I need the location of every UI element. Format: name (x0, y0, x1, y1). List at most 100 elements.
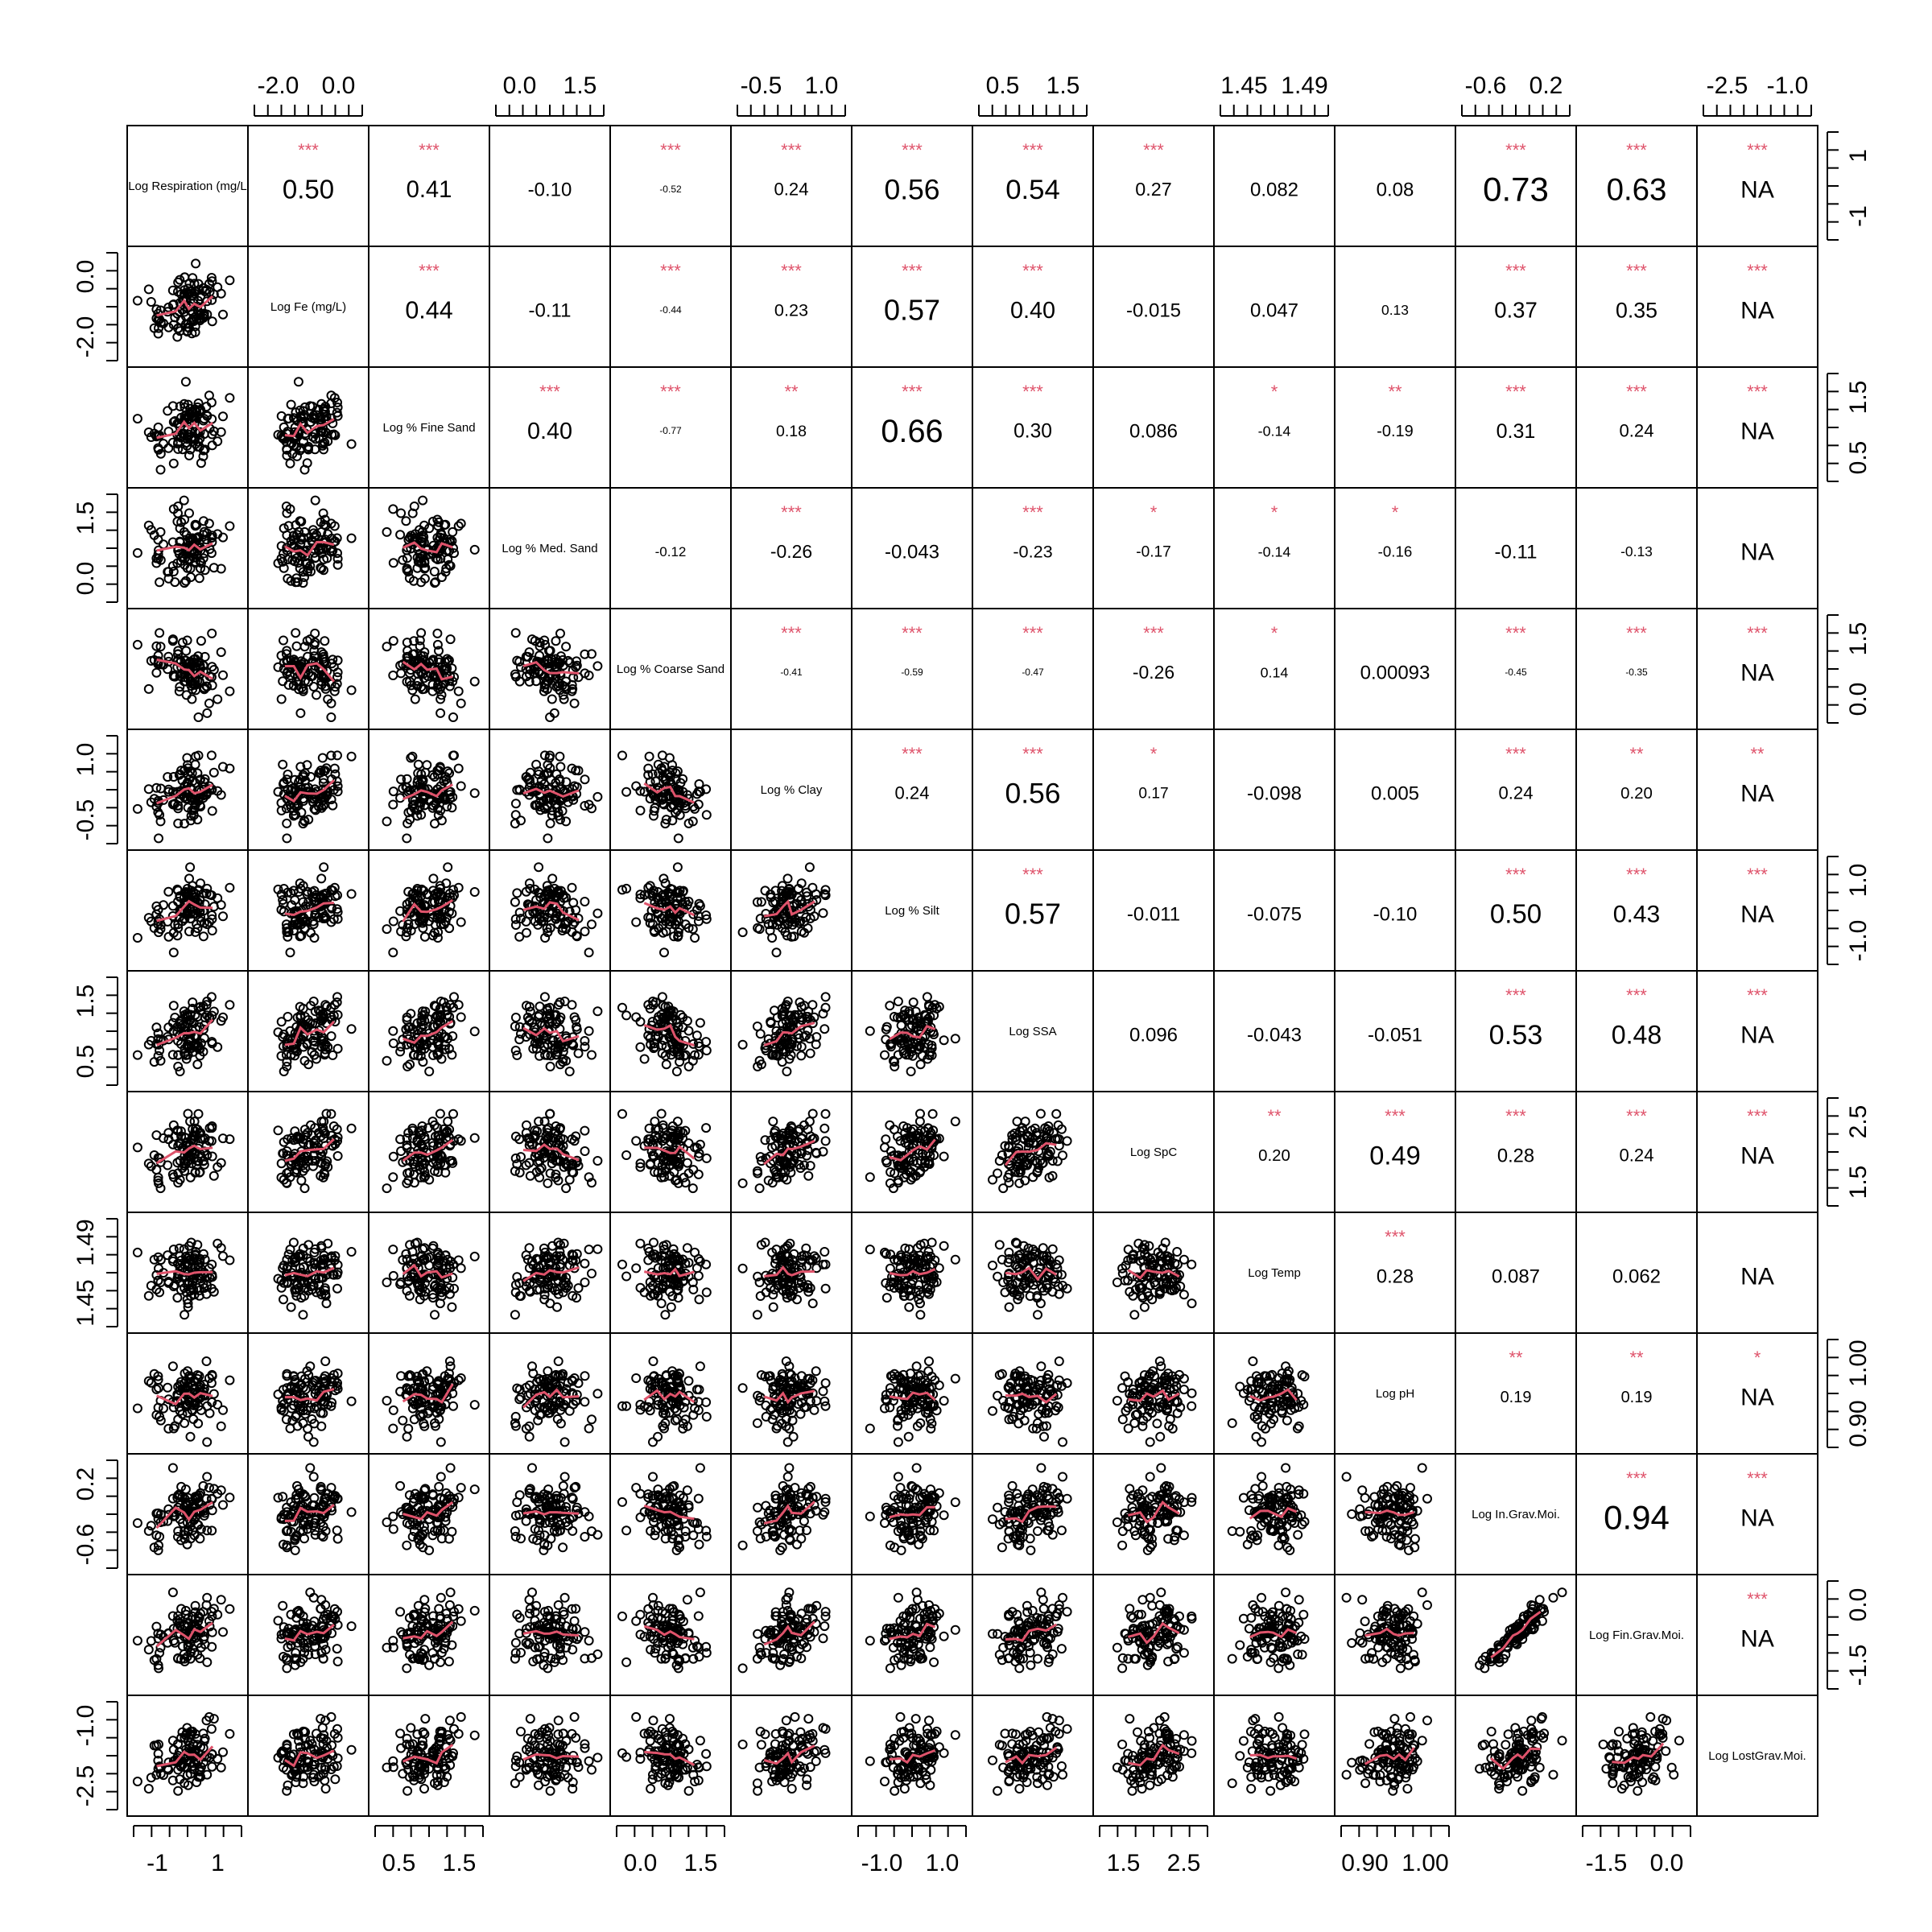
data-point (671, 1015, 681, 1025)
significance-stars: *** (1747, 985, 1768, 1005)
data-point (1030, 1123, 1040, 1133)
scatter-points (132, 862, 235, 958)
data-point (168, 772, 179, 782)
data-point (318, 784, 328, 795)
panel-8-4 (609, 1091, 732, 1213)
data-point (296, 807, 307, 818)
data-point (419, 1253, 430, 1264)
data-point (432, 639, 443, 650)
data-point (436, 1287, 447, 1298)
data-point (207, 1151, 217, 1162)
data-point (737, 1039, 748, 1050)
correlation-value: 0.40 (527, 419, 572, 444)
significance-stars: *** (1626, 985, 1647, 1005)
data-point (388, 671, 398, 680)
data-point (660, 774, 671, 785)
data-point (155, 464, 166, 475)
data-point (151, 667, 162, 678)
data-point (428, 873, 439, 884)
data-point (510, 1022, 520, 1031)
data-point (132, 1142, 142, 1153)
panel-3-11: -0.11 (1455, 487, 1577, 609)
data-point (898, 1009, 909, 1020)
data-point (310, 1244, 320, 1254)
data-point (543, 833, 553, 844)
data-point (153, 1175, 163, 1186)
data-point (807, 1108, 818, 1119)
data-point (173, 502, 184, 511)
data-point (295, 878, 305, 889)
significance-stars: ** (1629, 744, 1644, 764)
data-point (580, 1036, 590, 1046)
data-point (544, 753, 555, 763)
data-point (407, 508, 418, 518)
data-point (143, 284, 154, 295)
data-point (167, 636, 178, 646)
panel-1-11: ***0.37 (1455, 246, 1577, 368)
data-point (802, 891, 812, 902)
data-point (678, 899, 688, 910)
data-point (175, 275, 185, 285)
data-point (168, 1245, 179, 1255)
panel-4-13: ***NA (1696, 608, 1818, 730)
correlation-value: 0.48 (1612, 1020, 1662, 1049)
significance-stars: *** (1505, 382, 1526, 402)
data-point (658, 799, 668, 809)
data-point (572, 1024, 582, 1034)
data-point (469, 1026, 480, 1037)
variable-label: Log SSA (1009, 1025, 1056, 1038)
panel-2-8: 0.086 (1092, 366, 1215, 489)
data-point (776, 898, 786, 908)
data-point (207, 628, 217, 638)
data-point (283, 414, 293, 424)
scatter-points (510, 1108, 603, 1194)
data-point (737, 927, 748, 938)
data-point (173, 1178, 184, 1188)
data-point (132, 1247, 142, 1257)
data-point (409, 636, 419, 646)
data-point (888, 1055, 898, 1066)
data-point (785, 1042, 795, 1052)
data-point (653, 1015, 663, 1025)
data-point (906, 1067, 916, 1076)
data-point (444, 655, 454, 666)
data-point (183, 322, 193, 332)
correlation-value: 0.20 (1258, 1147, 1290, 1165)
data-point (547, 694, 557, 704)
data-point (346, 751, 357, 762)
data-point (432, 1261, 443, 1272)
data-point (319, 406, 329, 416)
data-point (183, 1298, 193, 1309)
data-point (278, 1032, 288, 1042)
data-point (925, 1150, 935, 1161)
data-point (674, 1161, 684, 1171)
data-point (283, 1249, 294, 1260)
data-point (799, 1032, 809, 1042)
data-point (811, 895, 822, 905)
data-point (402, 553, 412, 564)
data-point (415, 548, 425, 559)
data-point (187, 805, 197, 815)
data-point (765, 926, 775, 935)
data-point (693, 1038, 704, 1048)
data-point (453, 763, 464, 774)
data-point (672, 1129, 683, 1138)
panel-8-2 (368, 1091, 490, 1213)
panel-5-6: ***0.24 (851, 729, 973, 851)
data-point (561, 1183, 572, 1194)
data-point (184, 903, 195, 914)
panel-8-6 (851, 1091, 973, 1213)
panel-8-0 (126, 1091, 249, 1213)
data-point (419, 1043, 430, 1054)
data-point (672, 887, 683, 898)
data-point (200, 651, 210, 662)
data-point (415, 797, 424, 807)
data-point (522, 927, 531, 938)
data-point (184, 1015, 195, 1025)
data-point (388, 786, 398, 797)
data-point (290, 1043, 299, 1054)
data-point (683, 1138, 694, 1149)
data-point (312, 1054, 321, 1064)
data-point (880, 1050, 890, 1060)
data-point (316, 662, 326, 672)
